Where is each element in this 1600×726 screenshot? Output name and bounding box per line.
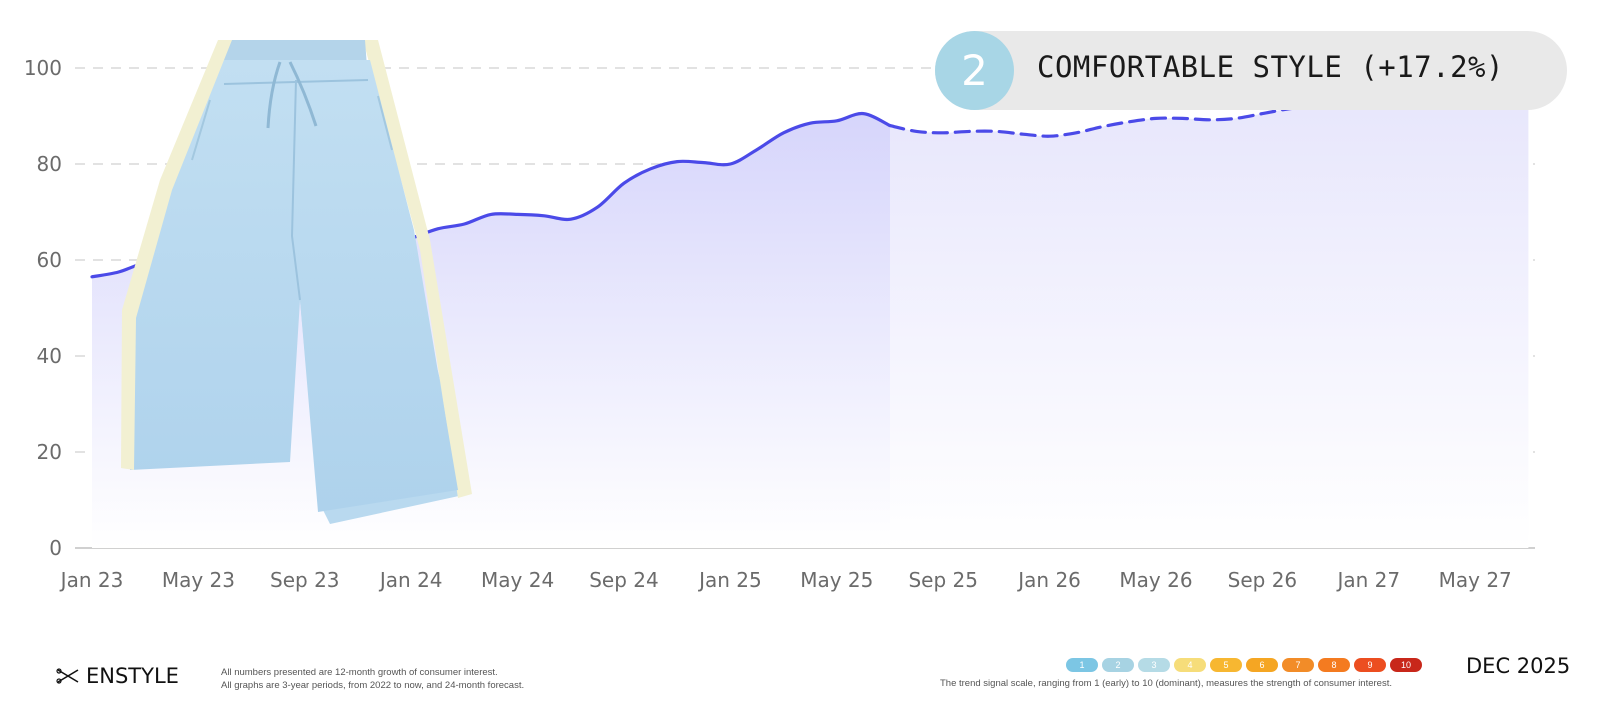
footnote-line-1: All numbers presented are 12-month growt… [221,667,498,678]
scissors-icon [56,668,79,684]
history-area [92,113,890,548]
footnote: All numbers presented are 12-month growt… [221,666,524,692]
scale-note: The trend signal scale, ranging from 1 (… [940,678,1392,689]
scale-level-10: 10 [1390,658,1422,672]
scale-level-3: 3 [1138,658,1170,672]
y-tick-label: 80 [37,152,62,176]
trend-badge [935,31,1567,110]
x-tick-label: Sep 23 [270,568,340,592]
x-tick-label: Sep 26 [1228,568,1298,592]
rank-badge: 2 [935,31,1014,110]
scale-level-5: 5 [1210,658,1242,672]
y-tick-label: 100 [24,56,62,80]
forecast-area [890,94,1529,548]
footnote-line-2: All graphs are 3-year periods, from 2022… [221,680,525,691]
scale-level-2: 2 [1102,658,1134,672]
x-tick-label: May 25 [800,568,873,592]
x-tick-label: May 24 [481,568,554,592]
x-tick-label: May 26 [1119,568,1192,592]
y-tick-label: 60 [37,248,62,272]
trend-chart: 0 20 40 60 80 100 Jan 23 May 23 Sep 23 Jan 24 May… [24,40,1535,592]
scale-level-8: 8 [1318,658,1350,672]
report-date: DEC 2025 [1466,654,1571,678]
x-tick-label: Jan 24 [378,568,443,592]
x-tick-label: Jan 26 [1016,568,1081,592]
x-tick-label: Jan 25 [697,568,762,592]
scale-level-9: 9 [1354,658,1386,672]
scale-level-4: 4 [1174,658,1206,672]
y-tick-label: 20 [37,440,62,464]
area-fills [92,94,1529,548]
brand-name: ENSTYLE [86,664,179,688]
scale-level-6: 6 [1246,658,1278,672]
scale-level-7: 7 [1282,658,1314,672]
x-tick-label: Sep 25 [908,568,978,592]
x-tick-label: Jan 27 [1335,568,1400,592]
trend-title: COMFORTABLE STYLE (+17.2%) [1037,50,1504,84]
y-tick-label: 0 [49,536,62,560]
x-tick-label: Jan 23 [59,568,124,592]
trend-signal-scale: 1 2 3 4 5 6 7 8 9 10 [1066,658,1422,672]
x-axis-ticks: Jan 23 May 23 Sep 23 Jan 24 May 24 Sep 24 Jan … [59,568,1512,592]
x-tick-label: May 27 [1439,568,1512,592]
x-tick-label: May 23 [162,568,235,592]
brand-logo: ENSTYLE [56,664,179,688]
scale-level-1: 1 [1066,658,1098,672]
x-tick-label: Sep 24 [589,568,659,592]
sweatpants-image [121,40,472,524]
y-tick-label: 40 [37,344,62,368]
y-axis-ticks: 0 20 40 60 80 100 [24,56,62,560]
